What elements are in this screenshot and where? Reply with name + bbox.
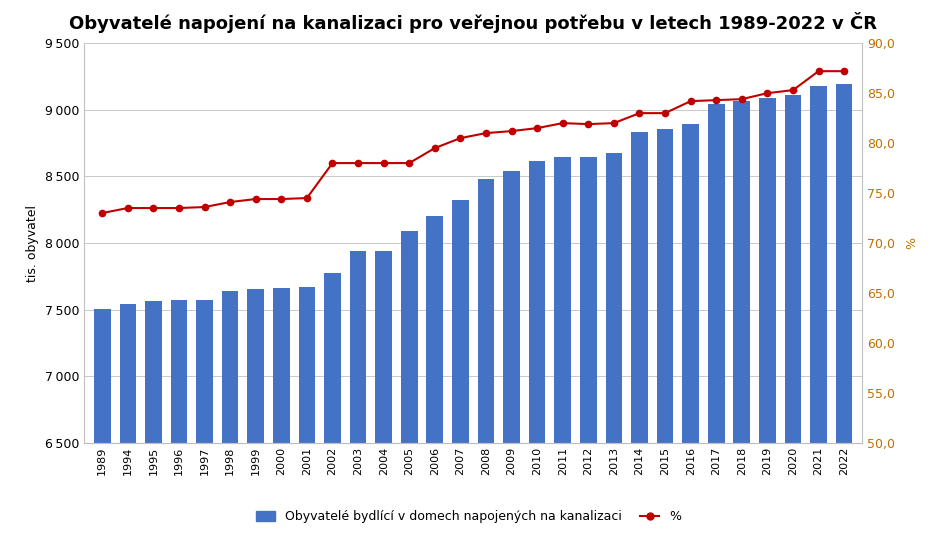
Bar: [299, 287, 314, 540]
Bar: [783, 95, 800, 540]
%: [531, 125, 542, 131]
Bar: [554, 157, 570, 540]
Bar: [528, 161, 545, 540]
Bar: [681, 124, 698, 540]
%: [454, 135, 465, 141]
Bar: [656, 129, 673, 540]
Bar: [272, 288, 289, 540]
Bar: [349, 251, 366, 540]
%: [148, 205, 159, 211]
Bar: [631, 132, 647, 540]
Bar: [120, 305, 136, 540]
%: [327, 160, 338, 166]
%: [505, 128, 517, 134]
Bar: [170, 300, 187, 540]
Bar: [324, 273, 341, 540]
%: [684, 98, 695, 104]
Bar: [196, 300, 212, 540]
Y-axis label: tis. obyvatel: tis. obyvatel: [26, 205, 39, 281]
Bar: [401, 231, 417, 540]
Bar: [503, 172, 519, 540]
%: [557, 120, 568, 126]
%: [736, 96, 747, 103]
%: [96, 210, 108, 216]
Title: Obyvatelé napojení na kanalizaci pro veřejnou potřebu v letech 1989-2022 v ČR: Obyvatelé napojení na kanalizaci pro veř…: [69, 12, 876, 33]
%: [761, 90, 772, 96]
%: [582, 121, 593, 127]
Bar: [810, 86, 826, 540]
Bar: [222, 292, 238, 540]
Bar: [247, 288, 264, 540]
Bar: [375, 251, 391, 540]
Bar: [605, 153, 622, 540]
Bar: [145, 301, 162, 540]
%: [786, 87, 797, 93]
Bar: [451, 200, 468, 540]
Bar: [835, 84, 852, 540]
%: [429, 145, 440, 151]
%: [198, 204, 210, 210]
%: [838, 68, 849, 75]
Bar: [708, 104, 724, 540]
%: [275, 196, 286, 202]
Bar: [94, 309, 110, 540]
Bar: [426, 216, 443, 540]
Legend: Obyvatelé bydlící v domech napojených na kanalizaci, %: Obyvatelé bydlící v domech napojených na…: [251, 505, 685, 528]
Bar: [579, 157, 596, 540]
%: [225, 199, 236, 205]
%: [250, 196, 261, 202]
%: [607, 120, 619, 126]
%: [122, 205, 133, 211]
%: [377, 160, 388, 166]
%: [403, 160, 415, 166]
%: [301, 195, 313, 201]
Bar: [758, 98, 775, 540]
Text: %: %: [900, 237, 913, 249]
%: [633, 110, 644, 116]
%: [659, 110, 670, 116]
%: [173, 205, 184, 211]
%: [812, 68, 824, 75]
Line: %: %: [99, 68, 846, 216]
%: [709, 97, 721, 103]
%: [352, 160, 363, 166]
Bar: [477, 179, 494, 540]
Bar: [733, 101, 750, 540]
%: [480, 130, 491, 136]
